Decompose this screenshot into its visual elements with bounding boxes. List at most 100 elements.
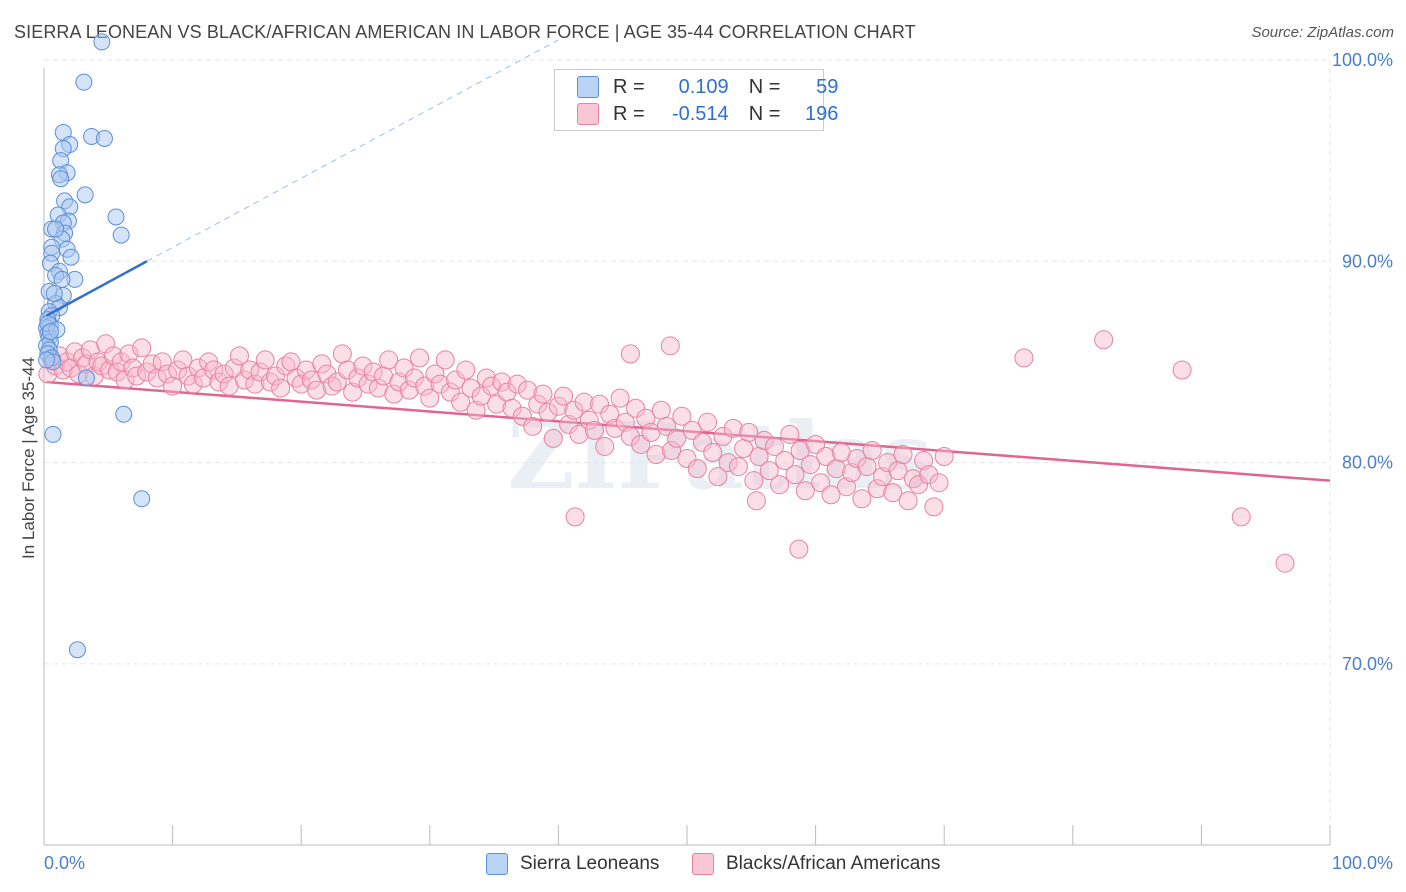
data-point-blue — [133, 490, 151, 508]
data-point-blue — [75, 73, 93, 91]
data-point-pink — [307, 380, 327, 400]
data-point-pink — [65, 342, 85, 362]
data-point-pink — [584, 420, 604, 440]
data-point-blue — [77, 369, 95, 387]
data-point-pink — [111, 352, 131, 372]
source-credit: Source: ZipAtlas.com — [1251, 24, 1394, 41]
trend-line-blue-extension — [146, 39, 559, 262]
data-point-pink — [656, 416, 676, 436]
data-point-pink — [662, 440, 682, 460]
data-point-pink — [528, 394, 548, 414]
data-point-pink — [1231, 507, 1251, 527]
data-point-pink — [816, 447, 836, 467]
data-point-blue — [112, 226, 130, 244]
data-point-pink — [857, 457, 877, 477]
data-point-pink — [620, 426, 640, 446]
data-point-pink — [286, 368, 306, 388]
data-point-pink — [667, 428, 687, 448]
data-point-pink — [660, 336, 680, 356]
y-tick-label: 70.0% — [1342, 654, 1393, 674]
data-point-pink — [168, 360, 188, 380]
data-point-pink — [235, 370, 255, 390]
data-point-pink — [332, 344, 352, 364]
data-point-pink — [754, 430, 774, 450]
data-point-pink — [152, 352, 172, 372]
n-label: N = — [748, 75, 781, 98]
data-point-pink — [487, 394, 507, 414]
legend-item-sierra-leoneans: Sierra Leoneans — [486, 852, 659, 876]
data-point-pink — [672, 406, 692, 426]
data-point-pink — [744, 471, 764, 491]
data-point-pink — [543, 428, 563, 448]
data-point-pink — [456, 360, 476, 380]
data-point-pink — [1094, 330, 1114, 350]
data-point-pink — [420, 388, 440, 408]
correlation-legend: R = 0.109 N = 59 R = -0.514 N = 196 — [554, 69, 838, 131]
data-point-pink — [103, 346, 123, 366]
data-point-pink — [73, 348, 93, 368]
n-label: N = — [748, 102, 781, 125]
data-point-pink — [620, 344, 640, 364]
data-point-pink — [867, 479, 887, 499]
data-point-pink — [224, 358, 244, 378]
data-point-pink — [631, 434, 651, 454]
watermark: ZIPatlas — [507, 402, 932, 510]
data-point-pink — [908, 475, 928, 495]
y-axis-label: In Labor Force | Age 35-44 — [19, 357, 38, 559]
data-point-pink — [703, 443, 723, 462]
data-point-pink — [605, 418, 625, 438]
data-point-pink — [157, 364, 177, 384]
data-point-pink — [600, 404, 620, 424]
data-point-pink — [389, 372, 409, 392]
data-point-pink — [821, 485, 841, 505]
legend-label: Blacks/African Americans — [726, 853, 941, 874]
r-label: R = — [613, 75, 645, 98]
data-point-pink — [394, 358, 414, 378]
axes — [43, 68, 1331, 846]
data-point-pink — [862, 440, 882, 460]
data-point-pink — [384, 384, 404, 404]
data-point-pink — [708, 467, 728, 487]
data-point-pink — [569, 424, 589, 444]
data-point-pink — [250, 362, 270, 382]
data-point-pink — [878, 453, 898, 473]
data-point-pink — [96, 334, 116, 354]
r-value: -0.514 — [671, 102, 729, 125]
data-point-pink — [759, 461, 779, 481]
data-point-pink — [579, 410, 599, 430]
data-point-blue — [38, 351, 56, 369]
n-value: 59 — [816, 75, 839, 98]
data-point-pink — [1275, 553, 1295, 573]
data-point-pink — [255, 350, 275, 370]
data-point-pink — [615, 412, 635, 432]
n-value: 196 — [805, 102, 839, 125]
data-point-pink — [739, 422, 759, 442]
data-point-pink — [626, 398, 646, 418]
blue-swatch — [577, 76, 599, 98]
data-point-pink — [914, 451, 934, 471]
pink-swatch — [577, 103, 599, 125]
x-tick-label: 100.0% — [1332, 853, 1393, 873]
data-point-pink — [764, 436, 784, 456]
data-point-pink — [115, 370, 135, 390]
data-point-pink — [723, 418, 743, 438]
data-point-pink — [461, 378, 481, 398]
data-point-pink — [337, 360, 357, 380]
data-point-pink — [446, 370, 466, 390]
grid-lines — [44, 59, 1331, 845]
data-point-pink — [518, 380, 538, 400]
data-point-pink — [775, 451, 795, 471]
data-point-pink — [100, 360, 120, 380]
data-point-pink — [898, 491, 918, 511]
data-point-blue — [93, 33, 111, 51]
data-point-pink — [559, 414, 579, 434]
data-point-pink — [353, 356, 373, 376]
data-point-pink — [713, 426, 733, 446]
data-point-pink — [574, 392, 594, 412]
data-point-pink — [548, 396, 568, 416]
data-point-pink — [119, 344, 139, 364]
data-point-pink — [440, 382, 460, 402]
data-point-pink — [847, 449, 867, 469]
data-point-pink — [687, 459, 707, 479]
